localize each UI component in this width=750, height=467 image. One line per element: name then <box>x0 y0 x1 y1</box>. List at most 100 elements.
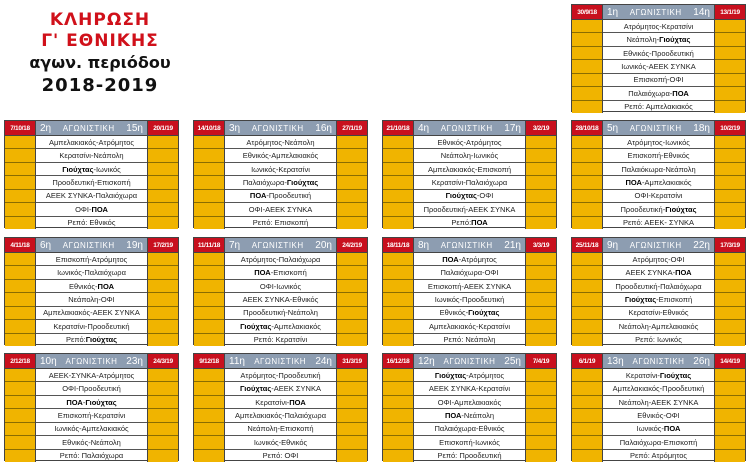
match-row: Προοδευτική- Γιούχτας <box>603 203 714 217</box>
yellow-cell <box>5 293 35 307</box>
yellow-cell <box>337 266 367 280</box>
first-round-number: 3η <box>229 122 241 134</box>
match-text: Εθνικός-Ατρόμητος <box>437 137 502 147</box>
match-text: Νεάπολη-Αμπελακιακός <box>618 321 699 331</box>
match-row: Ατρόμητος-ΟΦΙ <box>603 253 714 267</box>
second-leg-date: 24/2/19 <box>337 238 367 252</box>
round-title: 9η ΑΓΩΝΙΣΤΙΚΗ 22η <box>602 238 715 252</box>
match-text: Ιωνικός-Εθνικός <box>253 437 308 447</box>
second-leg-date: 3/3/19 <box>526 238 556 252</box>
yellow-cell <box>5 423 35 437</box>
match-text: Ρεπό: Προοδευτική <box>437 451 502 461</box>
round-header: 14/10/18 3η ΑΓΩΝΙΣΤΙΚΗ 16η 27/1/19 <box>194 121 367 136</box>
match-row: Ιωνικός-Εθνικός <box>225 436 336 450</box>
match-row: Ατρόμητος-Νεάπολη <box>225 136 336 150</box>
match-row: ΑΕΕΚ ΣΥΝΚΑ- ΠΟΑ <box>603 266 714 280</box>
yellow-cell <box>194 266 224 280</box>
round-block: 9/12/18 11η ΑΓΩΝΙΣΤΙΚΗ 24η 31/3/19 Ατρόμητος-… <box>193 353 368 462</box>
yellow-cell <box>526 436 556 450</box>
highlighted-team: ΠΟΑ <box>66 397 83 407</box>
highlighted-team: Γιούχτας <box>659 35 691 45</box>
match-text: Ρεπό: Αμπελακιακός <box>624 102 693 112</box>
match-rows: Ατρόμητος-ΟΦΙ ΑΕΕΚ ΣΥΝΚΑ- ΠΟΑ Προοδευτική-Π… <box>572 253 745 346</box>
yellow-cell <box>148 369 178 383</box>
yellow-cell <box>572 60 602 74</box>
round-title: 12η ΑΓΩΝΙΣΤΙΚΗ 25η <box>413 354 526 368</box>
yellow-cell <box>148 217 178 229</box>
yellow-cell <box>383 382 413 396</box>
match-list: ΑΕΕΚ-ΣΥΝΚΑ-Ατρόμητος ΟΦΙ-Προοδευτική ΠΟΑ - Γ… <box>35 369 148 462</box>
first-leg-date: 16/12/18 <box>383 354 413 368</box>
match-row: Προοδευτική-Νεάπολη <box>225 307 336 321</box>
match-list: Ατρόμητος-Κερατσίνι Νεάπολη- Γιούχτας Εθνικ… <box>602 20 715 113</box>
left-yellow-column <box>572 369 602 462</box>
yellow-cell <box>383 203 413 217</box>
match-text: Εθνικός-Νεάπολη <box>62 437 121 447</box>
yellow-cell <box>148 149 178 163</box>
right-yellow-column <box>337 253 367 346</box>
yellow-cell <box>5 450 35 462</box>
left-yellow-column <box>383 136 413 229</box>
right-yellow-column <box>526 369 556 462</box>
yellow-cell <box>337 423 367 437</box>
yellow-cell <box>715 450 745 462</box>
match-text: Παλαιόχωρα-Επισκοπή <box>619 437 698 447</box>
match-row: ΠΟΑ -Προοδευτική <box>225 190 336 204</box>
second-round-number: 23η <box>126 355 143 367</box>
yellow-cell <box>715 176 745 190</box>
first-round-number: 12η <box>418 355 435 367</box>
match-list: Γιούχτας -Ατρόμητος ΑΕΕΚ ΣΥΝΚΑ-Κερατσίνι ΟΦ… <box>413 369 526 462</box>
yellow-cell <box>148 320 178 334</box>
match-row: Γιούχτας -ΑΕΕΚ ΣΥΝΚΑ <box>225 382 336 396</box>
match-text: ΟΦΙ-Αμπελακιακός <box>437 397 502 407</box>
first-leg-date: 6/1/19 <box>572 354 602 368</box>
match-text: ΑΕΕΚ-ΣΥΝΚΑ-Ατρόμητος <box>48 370 135 380</box>
yellow-cell <box>383 163 413 177</box>
match-rows: Εθνικός-Ατρόμητος Νεάπολη-Ιωνικός Αμπελακι… <box>383 136 556 229</box>
yellow-cell <box>526 266 556 280</box>
bye-row: Ρεπό: Γιούχτας <box>36 334 147 346</box>
first-leg-date: 2/12/18 <box>5 354 35 368</box>
highlighted-team: ΠΟΑ <box>663 424 681 434</box>
match-row: Ιωνικός-Παλαιόχωρα <box>36 266 147 280</box>
round-header: 6/1/19 13η ΑΓΩΝΙΣΤΙΚΗ 26η 14/4/19 <box>572 354 745 369</box>
match-text: Ατρόμητος-Ιωνικός <box>627 137 690 147</box>
match-row: ΑΕΕΚ ΣΥΝΚΑ-Παλαιόχωρα <box>36 190 147 204</box>
match-row: Αμπελακιακός-Προοδευτική <box>603 382 714 396</box>
yellow-cell <box>337 176 367 190</box>
yellow-cell <box>383 293 413 307</box>
first-leg-date: 7/10/18 <box>5 121 35 135</box>
match-text: Νεάπολη-Επισκοπή <box>247 424 314 434</box>
yellow-cell <box>148 396 178 410</box>
match-rows: Ατρόμητος-Νεάπολη Εθνικός-Αμπελακιακός Ιων… <box>194 136 367 229</box>
yellow-cell <box>5 280 35 294</box>
match-row: Παλαιόχωρα- Γιούχτας <box>225 176 336 190</box>
match-row: Ιωνικός- ΠΟΑ <box>603 423 714 437</box>
match-row: Νεάπολη-ΟΦΙ <box>36 293 147 307</box>
second-round-number: 16η <box>315 122 332 134</box>
match-text: Επισκοπή-Εθνικός <box>627 151 690 161</box>
round-label: ΑΓΩΝΙΣΤΙΚΗ <box>251 240 304 250</box>
yellow-cell <box>194 396 224 410</box>
round-header: 4/11/18 6η ΑΓΩΝΙΣΤΙΚΗ 19η 17/2/19 <box>5 238 178 253</box>
match-rows: Κερατσίνι- Γιούχτας Αμπελακιακός-Προοδευτι… <box>572 369 745 462</box>
yellow-cell <box>572 423 602 437</box>
second-leg-date: 3/2/19 <box>526 121 556 135</box>
match-rows: Ατρόμητος-Προοδευτική Γιούχτας -ΑΕΕΚ ΣΥΝΚΑ… <box>194 369 367 462</box>
yellow-cell <box>526 382 556 396</box>
yellow-cell <box>337 203 367 217</box>
yellow-cell <box>148 163 178 177</box>
yellow-cell <box>337 136 367 150</box>
yellow-cell <box>5 203 35 217</box>
match-row: Κερατσίνι- Γιούχτας <box>603 369 714 383</box>
match-list: Ατρόμητος-ΟΦΙ ΑΕΕΚ ΣΥΝΚΑ- ΠΟΑ Προοδευτική-Π… <box>602 253 715 346</box>
match-rows: Αμπελακιακός-Ατρόμητος Κερατσίνι-Νεάπολη Γ… <box>5 136 178 229</box>
round-header: 18/11/18 8η ΑΓΩΝΙΣΤΙΚΗ 21η 3/3/19 <box>383 238 556 253</box>
left-yellow-column <box>5 253 35 346</box>
right-yellow-column <box>337 136 367 229</box>
match-row: Εθνικός-Αμπελακιακός <box>225 149 336 163</box>
round-block: 21/10/18 4η ΑΓΩΝΙΣΤΙΚΗ 17η 3/2/19 Εθνικός-Ατρ… <box>382 120 557 229</box>
yellow-cell <box>194 382 224 396</box>
yellow-cell <box>526 253 556 267</box>
left-yellow-column <box>194 253 224 346</box>
